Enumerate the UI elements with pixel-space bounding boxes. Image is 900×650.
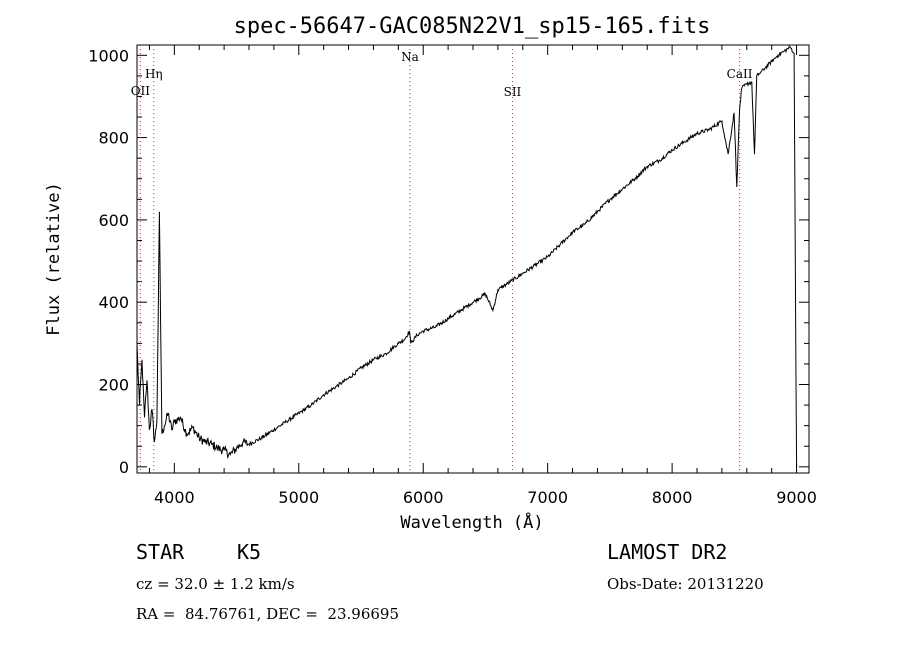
x-axis-label: Wavelength (Å) <box>400 511 543 533</box>
y-tick-label: 1000 <box>88 46 129 65</box>
spectral-line-label: OII <box>131 84 151 98</box>
object-subclass: K5 <box>237 540 262 564</box>
plot-frame <box>136 44 810 474</box>
x-tick-label: 8000 <box>652 488 693 507</box>
coordinates: RA = 84.76761, DEC = 23.96695 <box>136 605 400 623</box>
object-type: STAR <box>136 540 185 564</box>
x-tick-label: 5000 <box>278 488 319 507</box>
spectral-line-label: Na <box>401 50 419 64</box>
y-axis-label: Flux (relative) <box>44 182 64 336</box>
observation-date: Obs-Date: 20131220 <box>607 575 764 593</box>
survey-name: LAMOST DR2 <box>607 540 728 564</box>
x-tick-label: 4000 <box>154 488 195 507</box>
redshift-cz: cz = 32.0 ± 1.2 km/s <box>136 575 295 593</box>
spectral-line-label: CaII <box>727 67 753 81</box>
x-tick-label: 6000 <box>403 488 444 507</box>
y-tick-label: 800 <box>98 129 129 148</box>
spectral-line-label: SII <box>504 85 522 99</box>
spectral-line-label: Hη <box>145 67 163 81</box>
y-tick-label: 400 <box>98 293 129 312</box>
spectral-lines: OII Hη Na SII CaII <box>131 45 753 473</box>
x-tick-label: 9000 <box>776 488 817 507</box>
y-tick-label: 200 <box>98 376 129 395</box>
spectrum-series-line <box>136 45 798 467</box>
axis-ticks: 4000 5000 6000 7000 8000 9000 0 200 400 600 800 100… <box>88 45 817 507</box>
chart-title: spec-56647-GAC085N22V1_sp15-165.fits <box>234 14 711 39</box>
x-tick-label: 7000 <box>527 488 568 507</box>
y-tick-label: 600 <box>98 211 129 230</box>
y-tick-label: 0 <box>119 458 129 477</box>
